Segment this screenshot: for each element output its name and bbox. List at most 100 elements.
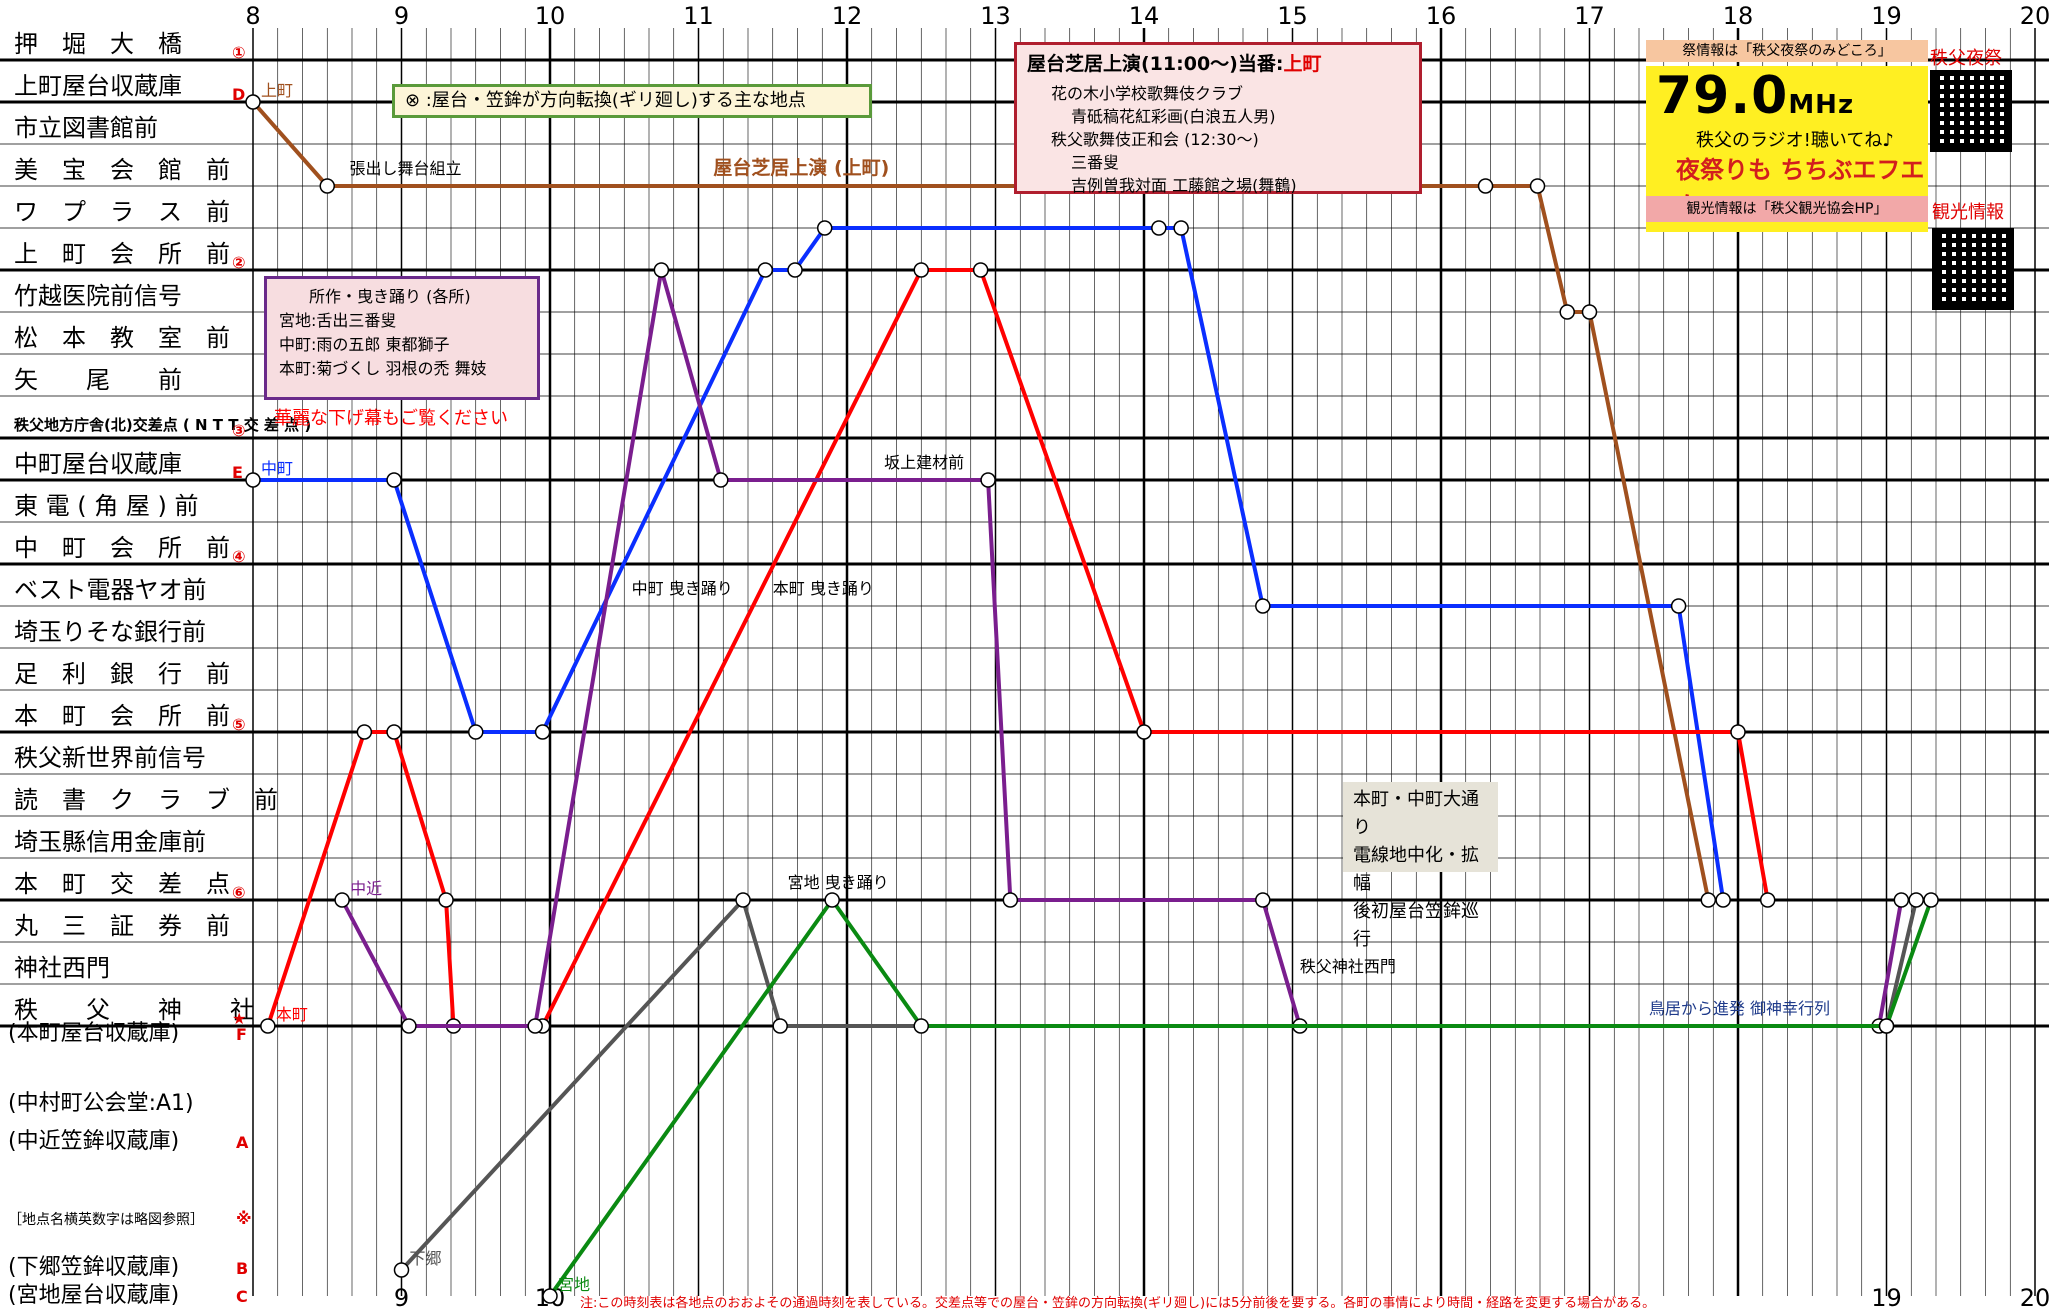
dance-line: 本町:菊づくし 羽根の禿 舞妓 bbox=[279, 359, 487, 378]
turn-point-marker bbox=[356, 724, 373, 740]
turn-point-marker bbox=[980, 472, 996, 488]
station-marker: ② bbox=[232, 253, 246, 272]
turn-point-marker bbox=[735, 892, 751, 908]
series-label: 中町 bbox=[261, 459, 293, 478]
turn-point-marker bbox=[757, 262, 774, 278]
series-line-上町 bbox=[251, 100, 1711, 901]
turn-point-marker bbox=[245, 472, 261, 488]
station-marker: ⑤ bbox=[232, 715, 246, 734]
road-line: 本町・中町大通り bbox=[1353, 789, 1479, 838]
bottom-marker: C bbox=[236, 1287, 248, 1306]
station-label: 中 町 会 所 前 bbox=[14, 534, 230, 562]
qr-code-tourism[interactable] bbox=[1932, 228, 2014, 310]
turn-point-marker bbox=[260, 1018, 276, 1034]
radio-ad[interactable]: 祭情報は「秩父夜祭のみどころ」 79.0MHz 秩父のラジオ!聴いてね♪ 夜祭り… bbox=[1646, 40, 1928, 232]
turn-point-marker bbox=[1700, 892, 1717, 908]
series-line-中町 bbox=[253, 226, 1726, 901]
turn-point-marker bbox=[1002, 892, 1019, 908]
turn-point-marker bbox=[772, 1018, 788, 1034]
turn-point-marker bbox=[534, 724, 551, 740]
turn-point-marker bbox=[972, 262, 989, 278]
turn-point-marker bbox=[913, 1018, 929, 1034]
qr-code-festival[interactable] bbox=[1930, 70, 2012, 152]
turn-point-marker bbox=[913, 262, 929, 278]
turn-point-marker bbox=[245, 94, 261, 110]
hour-tick-label: 8 bbox=[245, 2, 260, 30]
station-label: 秩父新世界前信号 bbox=[14, 744, 206, 772]
station-label: 押 堀 大 橋 bbox=[14, 30, 182, 58]
hour-tick-label: 13 bbox=[980, 2, 1011, 30]
hour-tick-label: 16 bbox=[1426, 2, 1457, 30]
turn-point-marker bbox=[1893, 892, 1910, 908]
station-label: 足 利 銀 行 前 bbox=[14, 660, 230, 688]
turn-point-marker bbox=[386, 472, 402, 488]
bottom-label: ［地点名横英数字は略図参照］ bbox=[8, 1211, 204, 1228]
bottom-marker: B bbox=[236, 1259, 248, 1278]
hour-tick-label: 10 bbox=[535, 2, 566, 30]
dance-box: 所作・曳き踊り (各所) 宮地:舌出三番叟 中町:雨の五郎 東都獅子 本町:菊づ… bbox=[264, 276, 540, 400]
series-label: 上町 bbox=[261, 81, 293, 100]
bottom-label: (下郷笠鉾収蔵庫) bbox=[8, 1255, 179, 1280]
road-line: 後初屋台笠鉾巡行 bbox=[1353, 901, 1479, 950]
station-label: 丸 三 証 券 前 bbox=[14, 912, 230, 940]
series-label: 本町 bbox=[276, 1005, 308, 1024]
dance-title: 所作・曳き踊り (各所) bbox=[309, 287, 471, 306]
turn-point-marker bbox=[787, 262, 803, 278]
turn-point-marker bbox=[468, 724, 484, 740]
station-label: 埼玉りそな銀行前 bbox=[14, 618, 206, 646]
performance-line: 青砥稿花紅彩画(白浪五人男) bbox=[1071, 107, 1276, 126]
turn-point-marker bbox=[653, 262, 670, 278]
station-label: 美 宝 会 館 前 bbox=[14, 156, 230, 184]
station-label: 埼玉縣信用金庫前 bbox=[14, 828, 206, 856]
road-line: 電線地中化・拡幅 bbox=[1353, 845, 1479, 894]
hour-tick-label: 19 bbox=[1871, 2, 1902, 30]
turn-point-marker bbox=[319, 178, 335, 194]
bottom-marker: F bbox=[236, 1025, 247, 1044]
chart-annotation: 秩父神社西門 bbox=[1300, 957, 1396, 976]
legend-box: ⊗ :屋台・笠鉾が方向転換(ギリ廻し)する主な地点 bbox=[392, 84, 872, 118]
hour-tick-label-bottom: 9 bbox=[394, 1284, 409, 1308]
turn-point-marker bbox=[542, 1288, 558, 1304]
ad-subtitle: 秩父のラジオ!聴いてね♪ bbox=[1696, 130, 1894, 151]
performance-line: 秩父歌舞伎正和会 (12:30〜) bbox=[1051, 130, 1259, 149]
hour-tick-label: 17 bbox=[1574, 2, 1605, 30]
tourism-title: 観光情報 bbox=[1932, 202, 2004, 223]
turn-point-marker bbox=[1136, 724, 1152, 740]
ad-top-text: 祭情報は「秩父夜祭のみどころ」 bbox=[1646, 40, 1928, 62]
bottom-marker: ※ bbox=[236, 1209, 252, 1228]
hour-tick-label: 18 bbox=[1723, 2, 1754, 30]
bottom-label: (中近笠鉾収蔵庫) bbox=[8, 1129, 179, 1154]
turn-point-marker bbox=[527, 1018, 543, 1034]
series-line-下郷 bbox=[400, 898, 1919, 1272]
bottom-marker: A bbox=[236, 1133, 249, 1152]
station-marker: ⑥ bbox=[232, 883, 246, 902]
performance-box: 屋台芝居上演(11:00〜)当番:上町 花の木小学校歌舞伎クラブ 青砥稿花紅彩画… bbox=[1014, 42, 1422, 195]
hour-tick-label: 20 bbox=[2020, 2, 2049, 30]
bottom-label: (中村町公会堂:A1) bbox=[8, 1091, 194, 1116]
turn-point-marker bbox=[1255, 598, 1271, 614]
ad-brand: 夜祭りも ちちぶエフエム bbox=[1676, 156, 1925, 219]
station-label: 東 電 ( 角 屋 ) 前 bbox=[14, 492, 199, 520]
station-label: 上 町 会 所 前 bbox=[14, 240, 230, 268]
station-marker: ① bbox=[232, 43, 246, 62]
chart-annotation: 張出し舞台組立 bbox=[350, 159, 462, 178]
hour-tick-label: 12 bbox=[832, 2, 863, 30]
station-label: 上町屋台収蔵庫 bbox=[14, 72, 182, 100]
turn-point-marker bbox=[1908, 892, 1924, 908]
dance-line: 宮地:舌出三番叟 bbox=[279, 311, 397, 330]
series-label: 下郷 bbox=[410, 1249, 442, 1268]
chart-annotation: 本町 曳き踊り bbox=[773, 579, 874, 598]
station-label: 秩父地方庁舎(北)交差点 ( N T T 交 差 点 ) bbox=[14, 416, 311, 434]
bottom-label: (宮地屋台収蔵庫) bbox=[8, 1283, 179, 1308]
chart-annotation: 屋台芝居上演 (上町) bbox=[713, 156, 889, 179]
hour-tick-label: 11 bbox=[683, 2, 714, 30]
station-label: 矢 尾 前 bbox=[14, 366, 182, 394]
station-label: 市立図書館前 bbox=[14, 114, 158, 142]
turn-point-marker bbox=[386, 724, 402, 740]
station-label: 本 町 交 差 点 bbox=[14, 870, 230, 898]
station-marker: D bbox=[232, 85, 245, 104]
turn-point-marker bbox=[438, 892, 454, 908]
turn-point-marker bbox=[334, 892, 350, 908]
station-label: 神社西門 bbox=[14, 954, 110, 982]
